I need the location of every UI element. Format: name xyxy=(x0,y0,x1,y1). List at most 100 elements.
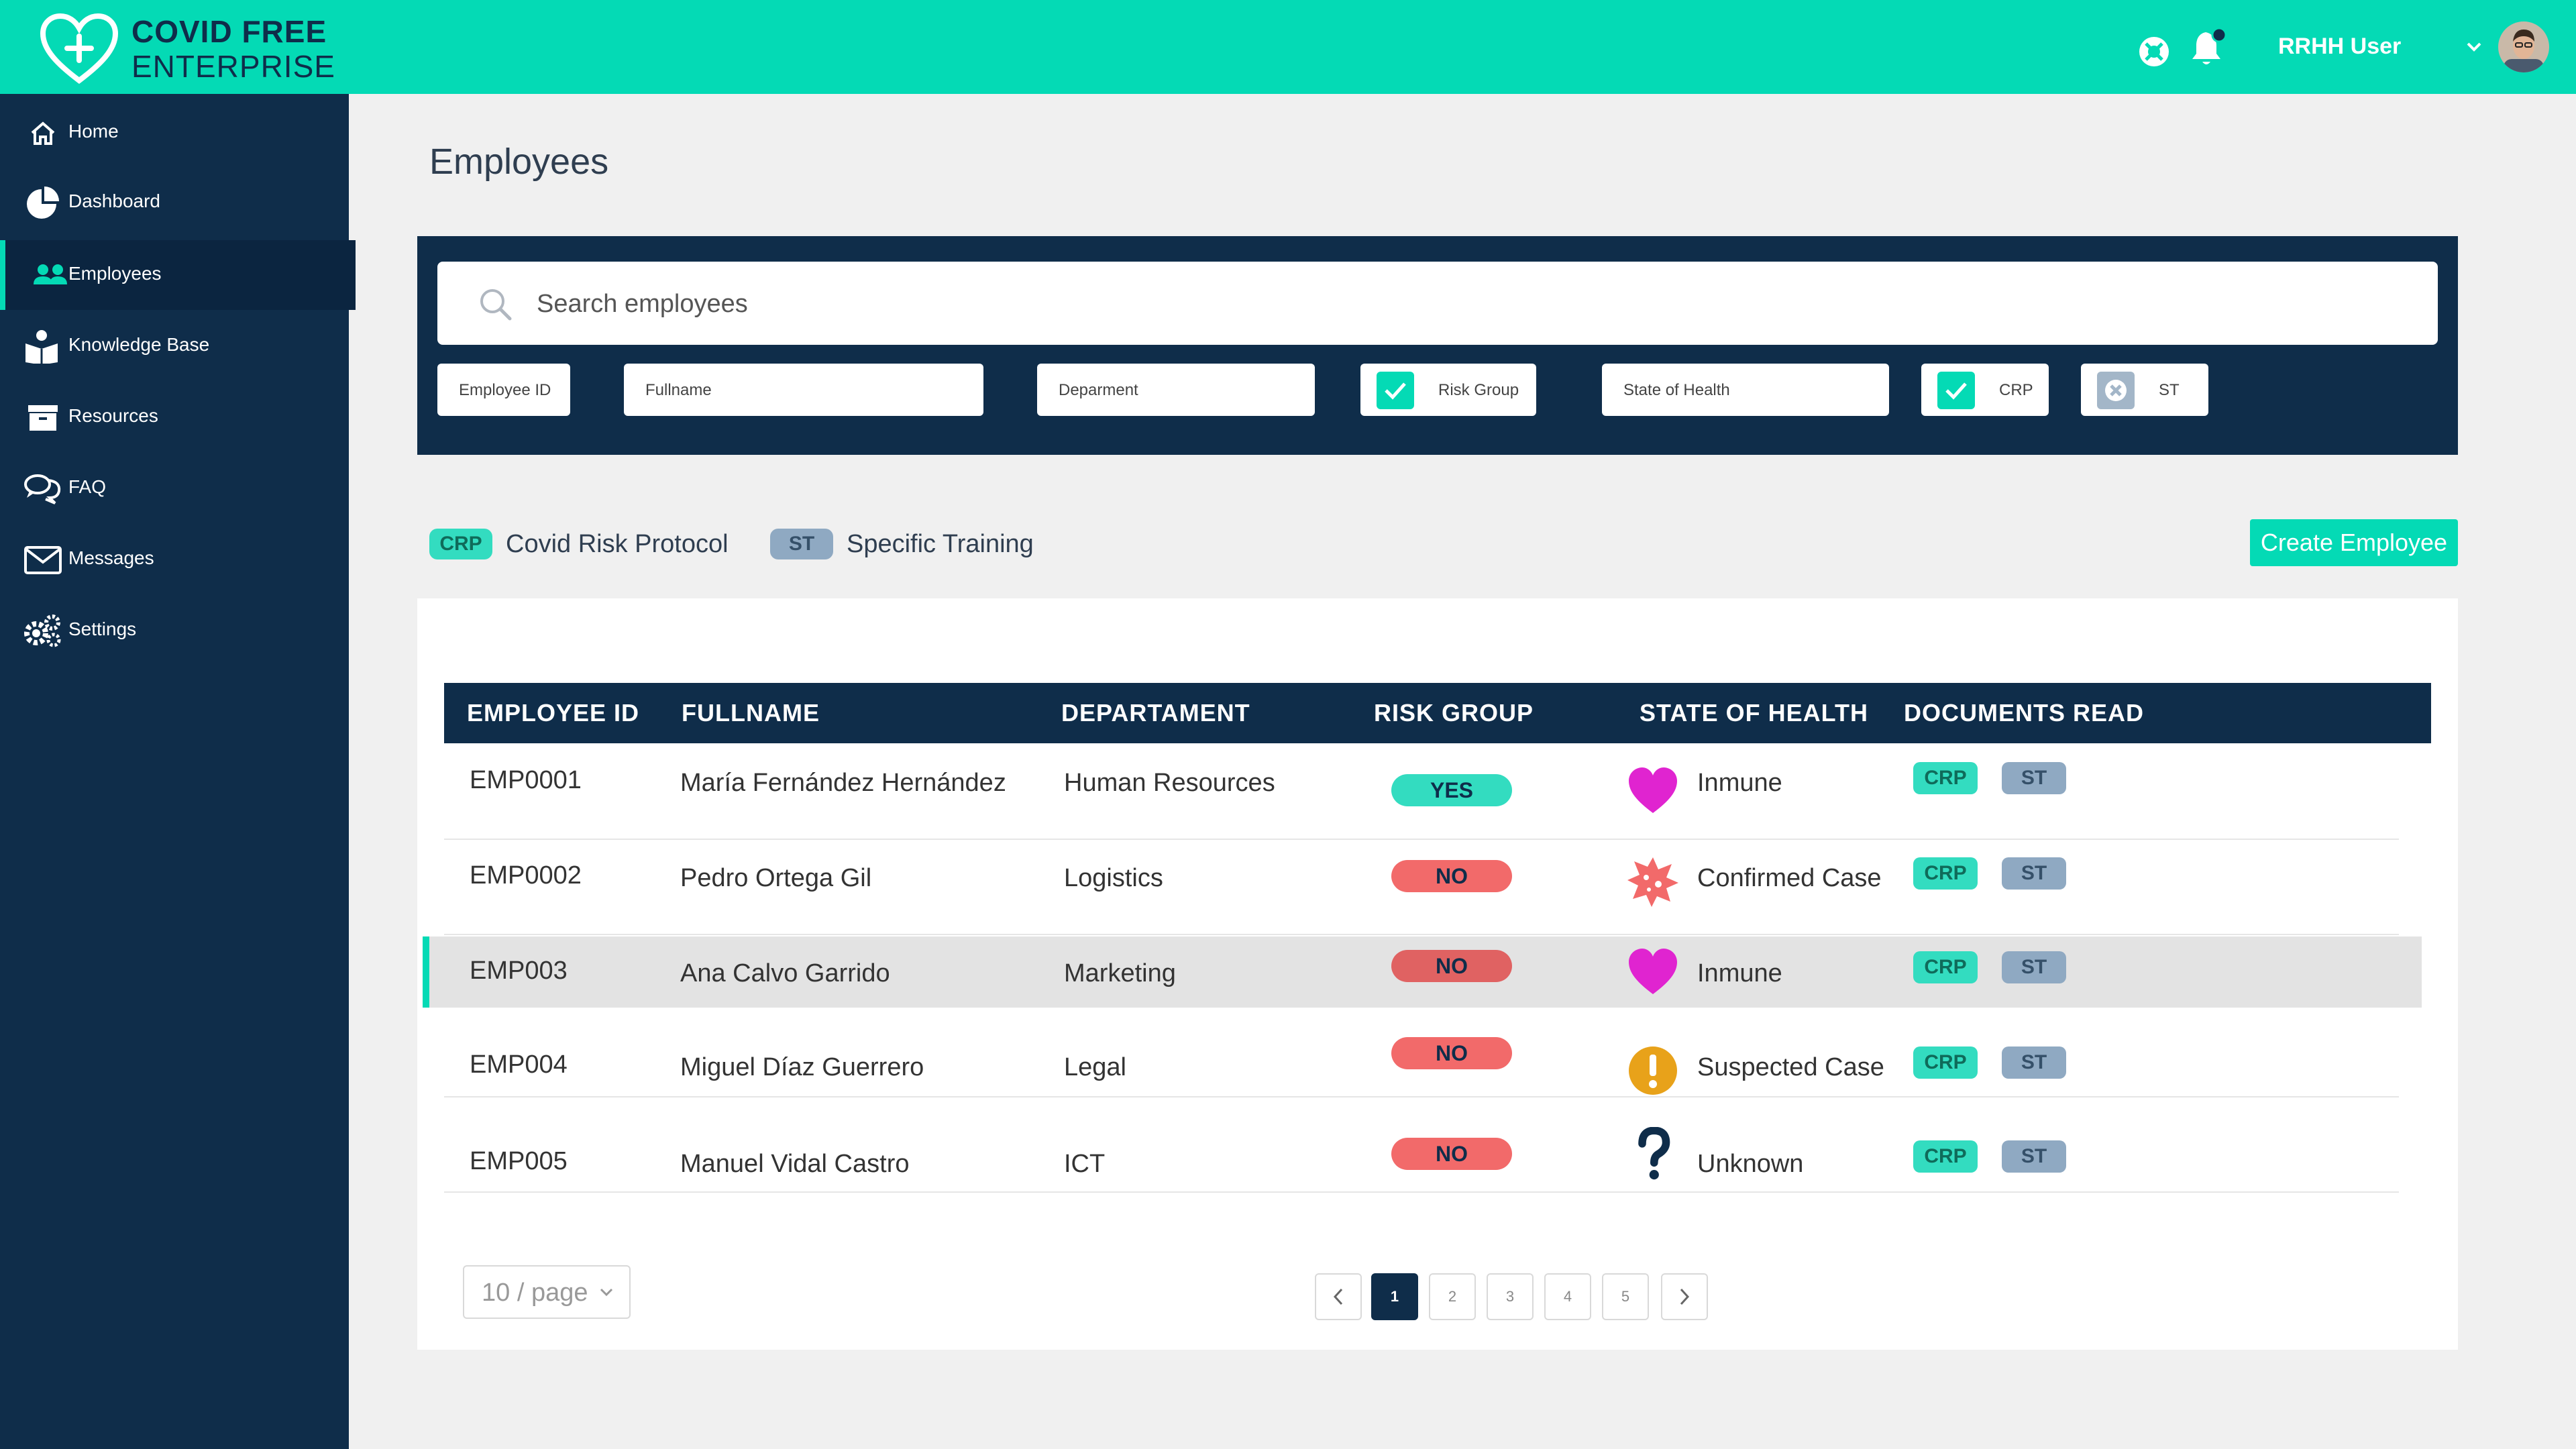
risk-group-badge: NO xyxy=(1391,860,1512,892)
book-reader-icon xyxy=(25,330,58,364)
pagination-page-5[interactable]: 5 xyxy=(1602,1273,1649,1320)
filter-fullname[interactable]: Fullname xyxy=(624,364,983,416)
column-header-state-of-health[interactable]: STATE OF HEALTH xyxy=(1640,699,1868,727)
cell-department: Logistics xyxy=(1064,864,1163,892)
cell-state-of-health: Unknown xyxy=(1697,1150,1804,1178)
filter-st[interactable]: ST xyxy=(2081,364,2208,416)
crp-checkbox[interactable] xyxy=(1937,372,1975,409)
sidebar-item-knowledge-base[interactable]: Knowledge Base xyxy=(0,311,356,381)
checkmark-icon xyxy=(1385,382,1406,400)
gears-icon xyxy=(24,614,61,647)
pagination-prev-button[interactable] xyxy=(1315,1273,1362,1320)
filter-st-label: ST xyxy=(2159,381,2180,399)
column-header-risk-group[interactable]: RISK GROUP xyxy=(1374,699,1534,727)
document-badge-crp: CRP xyxy=(1913,951,1978,983)
column-header-employee-id[interactable]: EMPLOYEE ID xyxy=(467,699,640,727)
checkmark-icon xyxy=(1945,382,1967,400)
notification-bell-icon[interactable] xyxy=(2190,27,2229,68)
sidebar-item-label: Messages xyxy=(68,547,154,568)
exclamation-circle-icon xyxy=(1629,1046,1677,1095)
sidebar: Home Dashboard Employees Knowledge Base xyxy=(0,94,356,1449)
sidebar-item-messages[interactable]: Messages xyxy=(0,525,356,594)
pagination-page-3[interactable]: 3 xyxy=(1487,1273,1534,1320)
document-badge-st: ST xyxy=(2002,1046,2066,1079)
top-bar: COVID FREE ENTERPRISE RRHH User xyxy=(0,0,2576,94)
heart-plus-logo-icon xyxy=(40,13,119,85)
envelope-icon xyxy=(24,546,62,574)
sidebar-item-label: Dashboard xyxy=(68,191,160,211)
column-header-documents-read[interactable]: DOCUMENTS READ xyxy=(1904,699,2145,727)
archive-box-icon xyxy=(28,405,58,431)
users-icon xyxy=(34,264,67,284)
filter-crp[interactable]: CRP xyxy=(1921,364,2049,416)
pagination-page-1[interactable]: 1 xyxy=(1371,1273,1418,1320)
chat-bubbles-icon xyxy=(24,474,61,504)
cell-department: Marketing xyxy=(1064,959,1176,987)
st-checkbox[interactable] xyxy=(2097,372,2135,409)
cell-fullname: Miguel Díaz Guerrero xyxy=(680,1053,924,1081)
document-badge-st: ST xyxy=(2002,951,2066,983)
sidebar-item-home[interactable]: Home xyxy=(0,98,356,168)
chevron-down-icon xyxy=(600,1288,613,1297)
page-size-value: 10 / page xyxy=(482,1279,588,1307)
chevron-down-icon[interactable] xyxy=(2465,39,2483,55)
risk-group-badge: YES xyxy=(1391,774,1512,806)
user-name[interactable]: RRHH User xyxy=(2278,34,2402,59)
filter-risk-group-label: Risk Group xyxy=(1438,381,1519,399)
sidebar-item-employees[interactable]: Employees xyxy=(0,240,356,310)
brand-line-1: COVID FREE xyxy=(131,14,327,49)
pie-chart-icon xyxy=(27,186,59,219)
cell-employee-id: EMP004 xyxy=(470,1051,568,1079)
heart-icon xyxy=(1629,949,1677,994)
filter-employee-id[interactable]: Employee ID xyxy=(437,364,570,416)
avatar-image xyxy=(2498,21,2549,72)
filter-fullname-label: Fullname xyxy=(645,381,712,399)
table-row[interactable]: EMP004 Miguel Díaz Guerrero Legal NO Sus… xyxy=(444,1008,2399,1097)
document-badge-st: ST xyxy=(2002,857,2066,890)
search-icon xyxy=(480,289,512,321)
cell-employee-id: EMP0002 xyxy=(470,861,582,890)
sidebar-item-label: Settings xyxy=(68,619,137,639)
pagination-page-4[interactable]: 4 xyxy=(1544,1273,1591,1320)
sidebar-item-dashboard[interactable]: Dashboard xyxy=(0,168,356,237)
cell-state-of-health: Inmune xyxy=(1697,769,1782,797)
cell-fullname: Pedro Ortega Gil xyxy=(680,864,872,892)
question-mark-icon xyxy=(1638,1127,1670,1180)
sidebar-item-faq[interactable]: FAQ xyxy=(0,453,356,523)
sidebar-item-label: Employees xyxy=(68,263,162,284)
lifebuoy-help-icon[interactable] xyxy=(2137,35,2171,68)
risk-group-badge: NO xyxy=(1391,950,1512,982)
filter-risk-group[interactable]: Risk Group xyxy=(1360,364,1536,416)
cell-department: Legal xyxy=(1064,1053,1126,1081)
pagination-page-2[interactable]: 2 xyxy=(1429,1273,1476,1320)
risk-group-checkbox[interactable] xyxy=(1377,372,1414,409)
table-row[interactable]: EMP005 Manuel Vidal Castro ICT NO Unknow… xyxy=(444,1097,2399,1193)
close-circle-icon xyxy=(2105,380,2127,401)
cell-department: Human Resources xyxy=(1064,769,1275,797)
column-header-fullname[interactable]: FULLNAME xyxy=(682,699,820,727)
filter-department-label: Deparment xyxy=(1059,381,1138,399)
risk-group-badge: NO xyxy=(1391,1138,1512,1170)
filter-state-of-health[interactable]: State of Health xyxy=(1602,364,1889,416)
cell-state-of-health: Inmune xyxy=(1697,959,1782,987)
sidebar-item-resources[interactable]: Resources xyxy=(0,382,356,452)
table-row-selected[interactable]: EMP003 Ana Calvo Garrido Marketing NO In… xyxy=(423,936,2422,1008)
sidebar-item-label: FAQ xyxy=(68,476,107,497)
legend-crp-badge: CRP xyxy=(429,529,492,559)
document-badge-crp: CRP xyxy=(1913,1046,1978,1079)
avatar[interactable] xyxy=(2498,21,2549,72)
chevron-right-icon xyxy=(1680,1288,1690,1305)
create-employee-button[interactable]: Create Employee xyxy=(2250,519,2458,566)
filter-department[interactable]: Deparment xyxy=(1037,364,1315,416)
page-size-select[interactable]: 10 / page xyxy=(463,1265,631,1319)
pagination-next-button[interactable] xyxy=(1661,1273,1708,1320)
search-input[interactable] xyxy=(537,280,2348,327)
cell-state-of-health: Confirmed Case xyxy=(1697,864,1882,892)
home-icon xyxy=(31,121,55,145)
table-row[interactable]: EMP0002 Pedro Ortega Gil Logistics NO Co… xyxy=(444,840,2399,935)
column-header-department[interactable]: DEPARTAMENT xyxy=(1061,699,1250,727)
sidebar-item-settings[interactable]: Settings xyxy=(0,596,356,665)
table-header xyxy=(444,683,2431,743)
sidebar-item-label: Resources xyxy=(68,405,158,426)
table-row[interactable]: EMP0001 María Fernández Hernández Human … xyxy=(444,745,2399,840)
